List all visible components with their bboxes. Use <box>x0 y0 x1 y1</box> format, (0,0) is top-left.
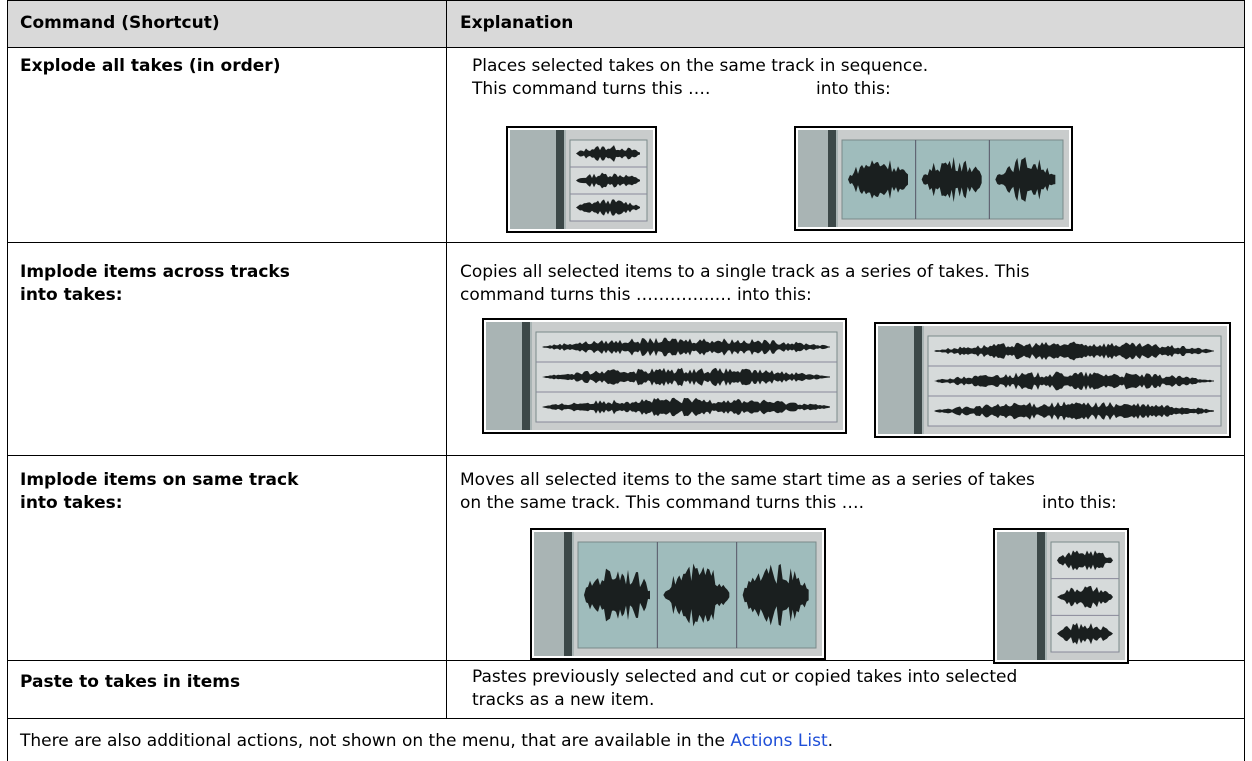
explanation: into this: <box>816 79 891 99</box>
explanation: Moves all selected items to the same sta… <box>460 470 1035 490</box>
row-divider <box>7 0 1245 1</box>
waveform-image <box>878 326 1227 434</box>
row-divider <box>7 47 1245 48</box>
screenshot <box>530 528 826 660</box>
border <box>1244 0 1245 761</box>
row-divider <box>7 242 1245 243</box>
explanation: into this: <box>1042 493 1117 513</box>
explanation: on the same track. This command turns th… <box>460 493 865 513</box>
explanation: This command turns this …. <box>472 79 711 99</box>
waveform-image <box>486 322 843 430</box>
footer-text: There are also additional actions, not s… <box>20 731 731 751</box>
header-cell: Explanation <box>460 13 574 33</box>
link[interactable]: Actions List <box>730 731 828 751</box>
waveform-image <box>997 532 1125 660</box>
explanation: Copies all selected items to a single tr… <box>460 262 1030 282</box>
screenshot <box>993 528 1129 664</box>
row-divider <box>7 718 1245 719</box>
row-divider <box>7 660 1245 661</box>
footer-text: . <box>827 731 834 751</box>
command: Implode items on same track <box>20 470 299 490</box>
command: into takes: <box>20 285 123 305</box>
command: Explode all takes (in order) <box>20 56 281 76</box>
waveform-image <box>798 130 1069 227</box>
command: Paste to takes in items <box>20 672 241 692</box>
explanation: tracks as a new item. <box>472 690 655 710</box>
footer: There are also additional actions, not s… <box>20 731 833 751</box>
screenshot <box>874 322 1231 438</box>
command: into takes: <box>20 493 123 513</box>
header-cell: Command (Shortcut) <box>20 13 220 33</box>
screenshot <box>482 318 847 434</box>
column-divider <box>446 0 447 718</box>
command: Implode items across tracks <box>20 262 290 282</box>
screenshot <box>794 126 1073 231</box>
explanation: Pastes previously selected and cut or co… <box>472 667 1018 687</box>
waveform-image <box>510 130 653 229</box>
explanation: Places selected takes on the same track … <box>472 56 929 76</box>
border <box>7 0 8 761</box>
waveform-image <box>534 532 822 656</box>
row-divider <box>7 455 1245 456</box>
explanation: command turns this …………..… into this: <box>460 285 812 305</box>
screenshot <box>506 126 657 233</box>
header-bg <box>7 0 1245 47</box>
